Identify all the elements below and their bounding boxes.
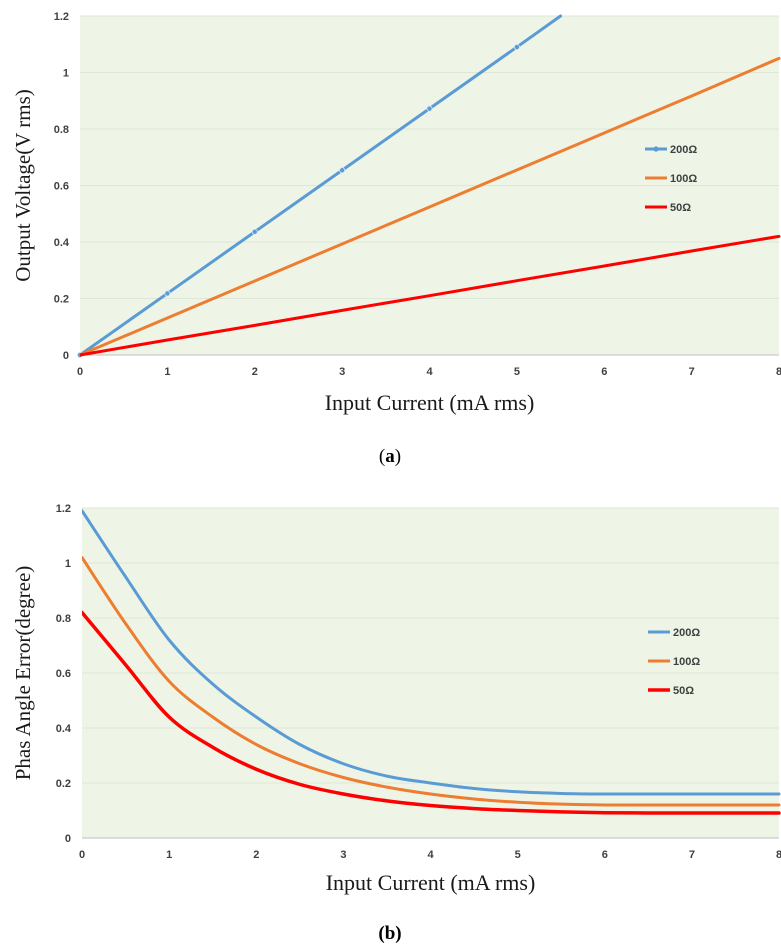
y-tick-label: 1: [65, 558, 71, 570]
series-line-2: [82, 556, 781, 807]
series-line-2: [80, 56, 781, 357]
x-tick-label: 7: [689, 366, 695, 378]
x-tick-label: 8: [776, 366, 781, 378]
y-tick-label: 0: [63, 350, 69, 362]
x-tick-label: 2: [253, 849, 259, 861]
y-tick-label: 0.2: [54, 294, 69, 306]
data-point: [426, 105, 433, 112]
y-tick-label: 1.2: [54, 11, 69, 23]
chart-b-phase-angle-error: 0 0.2 0.4 0.6 0.8 1 1.2 0 1 2 3 4 5 6 7 8 Input Current …: [11, 503, 781, 895]
x-axis-label: Input Current (mA rms): [326, 870, 536, 895]
x-tick-label: 1: [164, 366, 170, 378]
series-line-1: [82, 509, 781, 796]
x-tick-label: 4: [426, 366, 433, 378]
y-axis-label: Output Voltage(V rms): [11, 89, 35, 282]
x-tick-label: 6: [601, 366, 607, 378]
x-axis-label: Input Current (mA rms): [325, 390, 535, 415]
x-tick-label: 8: [776, 849, 781, 861]
legend-marker: [653, 146, 659, 152]
y-tick-label: 0: [65, 833, 71, 845]
x-tick-label: 0: [77, 366, 83, 378]
y-axis-label: Phas Angle Error(degree): [11, 566, 35, 781]
series-line-3: [80, 234, 781, 357]
x-tick-label: 3: [339, 366, 345, 378]
y-tick-label: 0.8: [56, 613, 71, 625]
x-tick-label: 1: [166, 849, 172, 861]
x-tick-label: 5: [514, 366, 520, 378]
y-tick-label: 0.4: [54, 237, 70, 249]
data-point: [339, 167, 346, 174]
legend-label: 200Ω: [673, 627, 700, 639]
y-tick-label: 0.4: [56, 723, 72, 735]
data-point: [513, 44, 520, 51]
y-tick-label: 1: [63, 68, 69, 80]
legend-label: 100Ω: [670, 173, 697, 185]
chart-a-output-voltage: 0 0.2 0.4 0.6 0.8 1 1.2 0 1 2 3 4 5 6 7 8 Input Current …: [11, 11, 781, 415]
x-tick-label: 5: [515, 849, 521, 861]
legend-label: 50Ω: [673, 685, 694, 697]
data-point: [164, 290, 171, 297]
x-tick-label: 0: [79, 849, 85, 861]
y-tick-label: 1.2: [56, 503, 71, 515]
caption-b: (b): [378, 923, 401, 944]
legend-label: 200Ω: [670, 144, 697, 156]
y-tick-label: 0.8: [54, 124, 69, 136]
y-tick-label: 0.6: [54, 181, 69, 193]
data-point: [251, 228, 258, 235]
caption-a: (a): [379, 446, 401, 467]
series-line-3: [82, 610, 781, 815]
x-tick-label: 7: [689, 849, 695, 861]
x-tick-label: 6: [602, 849, 608, 861]
y-tick-label: 0.2: [56, 778, 71, 790]
x-tick-label: 4: [427, 849, 434, 861]
x-tick-label: 3: [340, 849, 346, 861]
legend-label: 50Ω: [670, 202, 691, 214]
legend-label: 100Ω: [673, 656, 700, 668]
x-tick-label: 2: [252, 366, 258, 378]
y-tick-label: 0.6: [56, 668, 71, 680]
